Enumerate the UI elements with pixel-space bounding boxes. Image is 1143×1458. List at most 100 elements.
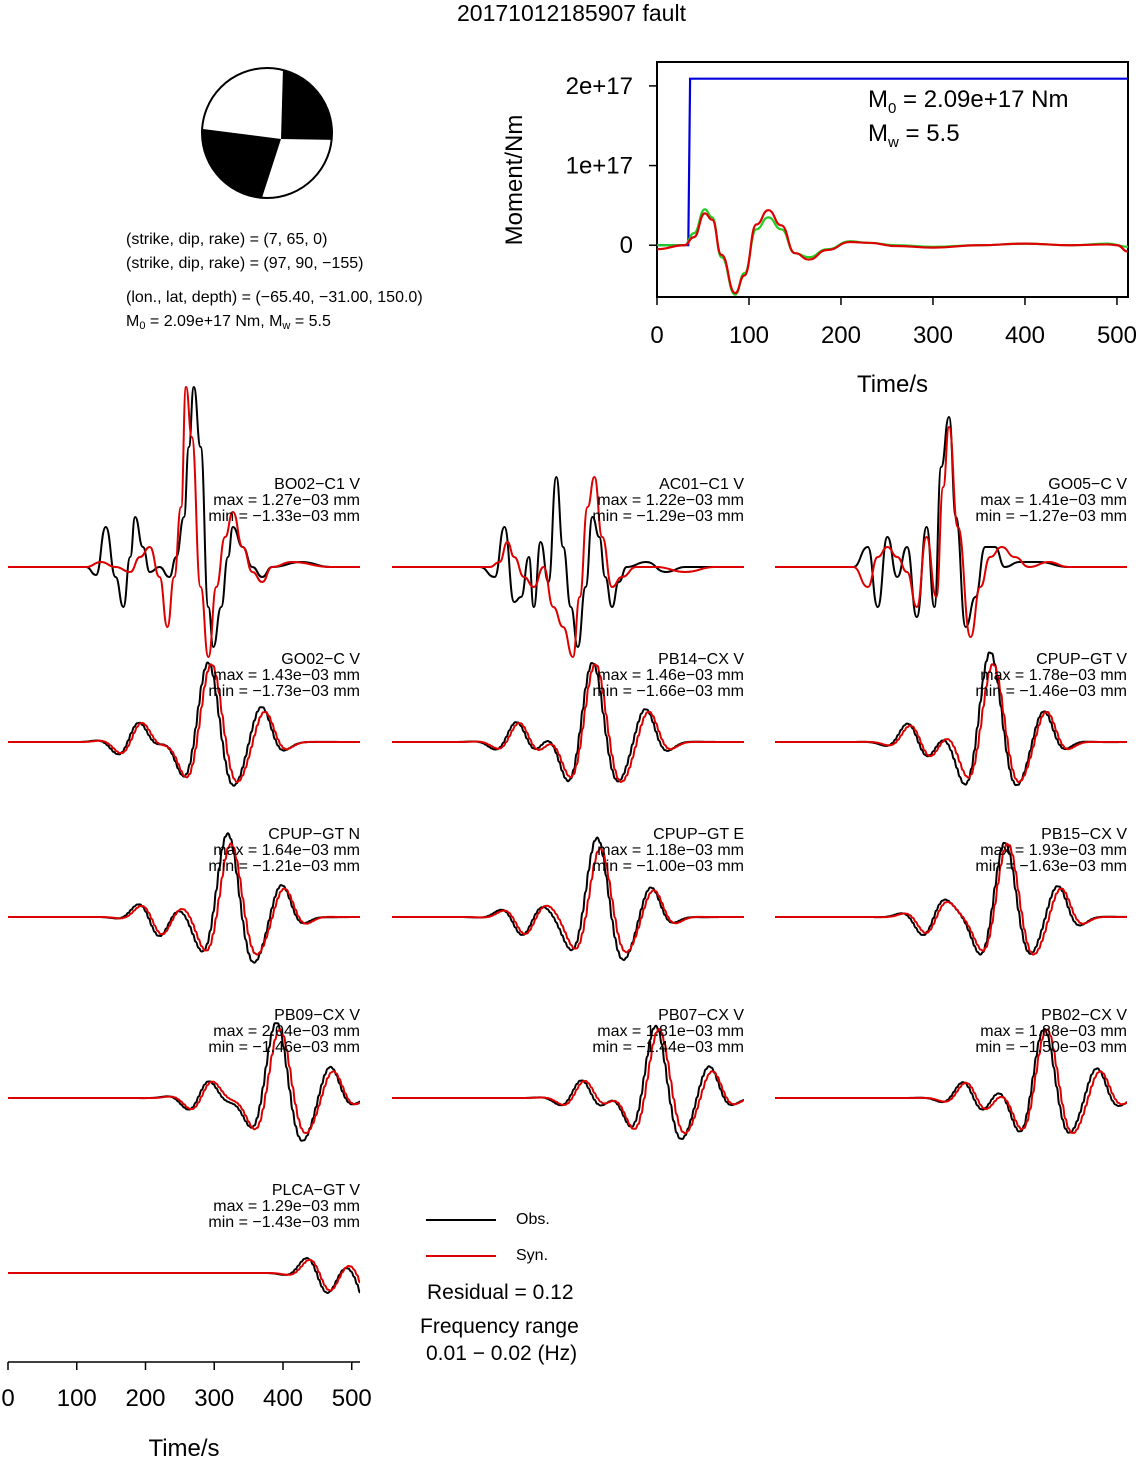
waveform-time-axis: 0 100 200 300 400 500 Time/s	[1, 1361, 372, 1458]
station-name: CPUP−GT E	[653, 826, 744, 843]
synthetic-trace	[392, 475, 744, 659]
moment-x-tick-label: 400	[1005, 322, 1045, 349]
station-panel	[7, 661, 360, 787]
beachball	[201, 67, 333, 199]
moment-y-tick-label: 2e+17	[566, 73, 633, 100]
hypocenter: (lon., lat, depth) = (−65.40, −31.00, 15…	[126, 289, 423, 306]
station-min: min = −1.46e−03 mm	[208, 1039, 360, 1056]
station-min: min = −1.50e−03 mm	[975, 1039, 1127, 1056]
synthetic-trace	[392, 1027, 745, 1135]
page-title: 20171012185907 fault	[457, 0, 686, 26]
synthetic-trace	[775, 425, 1127, 639]
observed-trace	[775, 415, 1127, 629]
station-max: max = 1.22e−03 mm	[597, 492, 744, 509]
station-min: min = −1.44e−03 mm	[592, 1039, 744, 1056]
waveform-x-tick-label: 400	[263, 1385, 303, 1412]
waveform-x-axis-label: Time/s	[148, 1435, 219, 1458]
station-max: max = 1.29e−03 mm	[213, 1198, 360, 1215]
station-name: CPUP−GT N	[268, 826, 360, 843]
station-max: max = 1.88e−03 mm	[980, 1023, 1127, 1040]
station-max: max = 1.43e−03 mm	[213, 667, 360, 684]
waveform-x-tick-label: 0	[1, 1385, 14, 1412]
synthetic-trace	[8, 1028, 361, 1134]
moment-y-axis-label: Moment/Nm	[501, 115, 528, 246]
station-name: PLCA−GT V	[271, 1182, 360, 1199]
station-name: GO05−C V	[1048, 476, 1127, 493]
waveform-grid: 0 100 200 300 400 500 Time/s	[1, 385, 1128, 1458]
moment-rate-line-red	[656, 209, 1129, 295]
moment-x-tick-label: 300	[913, 322, 953, 349]
nodal-plane-2: (strike, dip, rake) = (97, 90, −155)	[126, 255, 364, 272]
synthetic-trace	[392, 846, 744, 954]
moment-x-tick-label: 200	[821, 322, 861, 349]
moment-y-tick-label: 1e+17	[566, 153, 633, 180]
station-name: PB02−CX V	[1041, 1007, 1127, 1024]
observed-trace	[392, 475, 744, 649]
station-min: min = −1.66e−03 mm	[592, 683, 744, 700]
station-name: PB09−CX V	[274, 1007, 360, 1024]
moment-annotation-m0: M0 = 2.09e+17 Nm	[868, 86, 1069, 117]
synthetic-trace	[775, 1028, 1128, 1134]
station-panel	[775, 841, 1127, 956]
station-min: min = −1.29e−03 mm	[592, 508, 744, 525]
frequency-range-title: Frequency range	[420, 1315, 579, 1338]
station-panel	[391, 661, 744, 784]
station-max: max = 1.81e−03 mm	[597, 1023, 744, 1040]
observed-trace	[8, 385, 360, 649]
station-max: max = 1.27e−03 mm	[213, 492, 360, 509]
frequency-range-value: 0.01 − 0.02 (Hz)	[426, 1342, 578, 1365]
station-name: PB14−CX V	[658, 651, 744, 668]
station-panel	[392, 475, 744, 659]
station-max: max = 1.78e−03 mm	[980, 667, 1127, 684]
waveform-x-tick-label: 300	[194, 1385, 234, 1412]
station-name: PB15−CX V	[1041, 826, 1127, 843]
synthetic-trace	[8, 842, 360, 956]
station-panel	[392, 836, 744, 962]
station-panel	[774, 651, 1127, 787]
station-panel	[8, 832, 360, 964]
station-max: max = 1.46e−03 mm	[597, 667, 744, 684]
legend-obs-label: Obs.	[516, 1211, 550, 1228]
nodal-plane-1: (strike, dip, rake) = (7, 65, 0)	[126, 231, 328, 248]
legend-syn-label: Syn.	[516, 1247, 549, 1264]
station-max: max = 1.41e−03 mm	[980, 492, 1127, 509]
station-min: min = −1.27e−03 mm	[975, 508, 1127, 525]
moment-x-tick-label: 500	[1097, 322, 1137, 349]
waveform-x-tick-label: 100	[57, 1385, 97, 1412]
station-max: max = 1.93e−03 mm	[980, 842, 1127, 859]
station-name: AC01−C1 V	[659, 476, 744, 493]
synthetic-trace	[7, 663, 360, 784]
station-name: CPUP−GT V	[1036, 651, 1127, 668]
moment-x-tick-label: 0	[650, 322, 663, 349]
moment-annotation-mw: Mw = 5.5	[868, 120, 960, 151]
synthetic-trace	[391, 663, 744, 784]
station-min: min = −1.46e−03 mm	[975, 683, 1127, 700]
legend	[426, 1219, 496, 1257]
moment-summary: M0 = 2.09e+17 Nm, Mw = 5.5	[126, 313, 331, 332]
station-max: max = 1.64e−03 mm	[213, 842, 360, 859]
moment-x-axis-label: Time/s	[857, 371, 928, 398]
moment-panel: 0 100 200 300 400 500 0 1e+17 2e+17 Time/s Moment/…	[501, 61, 1137, 398]
station-min: min = −1.73e−03 mm	[208, 683, 360, 700]
station-panel	[8, 385, 360, 659]
station-min: min = −1.43e−03 mm	[208, 1214, 360, 1231]
station-panel	[392, 1024, 745, 1141]
station-min: min = −1.21e−03 mm	[208, 858, 360, 875]
synthetic-trace	[775, 842, 1127, 956]
station-panel	[775, 1027, 1128, 1134]
waveform-x-tick-label: 500	[332, 1385, 372, 1412]
station-panel	[8, 1022, 361, 1142]
synthetic-trace	[8, 1258, 361, 1292]
synthetic-trace	[8, 385, 360, 659]
moment-y-tick-label: 0	[620, 232, 633, 259]
station-min: min = −1.33e−03 mm	[208, 508, 360, 525]
moment-x-tick-label: 100	[729, 322, 769, 349]
